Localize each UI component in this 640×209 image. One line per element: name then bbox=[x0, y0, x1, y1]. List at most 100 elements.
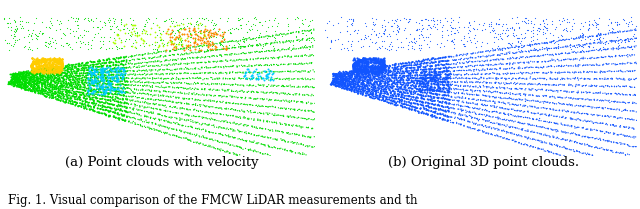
Point bbox=[438, 77, 449, 80]
Point bbox=[269, 36, 280, 40]
Point bbox=[413, 103, 424, 106]
Point bbox=[534, 95, 545, 98]
Point bbox=[567, 24, 577, 27]
Point bbox=[540, 41, 550, 45]
Point bbox=[98, 64, 108, 67]
Point bbox=[556, 52, 566, 55]
Point bbox=[404, 77, 414, 80]
Point bbox=[105, 103, 115, 106]
Point bbox=[621, 38, 632, 41]
Point bbox=[129, 91, 139, 95]
Point bbox=[150, 41, 160, 44]
Point bbox=[108, 103, 118, 107]
Point bbox=[227, 52, 237, 55]
Point bbox=[274, 130, 284, 133]
Point bbox=[461, 76, 472, 79]
Point bbox=[147, 68, 157, 71]
Point bbox=[566, 77, 576, 81]
Point bbox=[167, 73, 177, 76]
Point bbox=[107, 96, 117, 100]
Point bbox=[221, 141, 231, 145]
Point bbox=[165, 121, 175, 125]
Point bbox=[502, 118, 512, 121]
Point bbox=[431, 64, 441, 68]
Point bbox=[193, 38, 204, 41]
Point bbox=[355, 85, 365, 88]
Point bbox=[564, 38, 575, 41]
Point bbox=[366, 60, 376, 64]
Point bbox=[463, 73, 474, 76]
Point bbox=[8, 36, 19, 39]
Point bbox=[256, 142, 266, 146]
Point bbox=[451, 73, 461, 76]
Point bbox=[592, 146, 602, 149]
Point bbox=[75, 74, 85, 78]
Point bbox=[550, 102, 560, 105]
Point bbox=[569, 45, 579, 48]
Point bbox=[194, 16, 204, 19]
Point bbox=[227, 95, 237, 98]
Point bbox=[104, 16, 114, 20]
Point bbox=[20, 82, 31, 85]
Point bbox=[182, 62, 193, 66]
Point bbox=[481, 49, 492, 53]
Point bbox=[227, 90, 237, 93]
Point bbox=[73, 74, 83, 78]
Point bbox=[461, 79, 472, 83]
Point bbox=[497, 101, 507, 104]
Point bbox=[429, 22, 439, 26]
Point bbox=[188, 87, 198, 90]
Point bbox=[348, 81, 358, 84]
Point bbox=[392, 28, 403, 32]
Point bbox=[332, 74, 342, 77]
Point bbox=[346, 77, 356, 80]
Point bbox=[560, 96, 570, 99]
Point bbox=[369, 85, 380, 88]
Point bbox=[436, 63, 446, 66]
Point bbox=[571, 51, 581, 54]
Point bbox=[109, 42, 119, 45]
Point bbox=[84, 96, 95, 99]
Point bbox=[90, 110, 100, 113]
Point bbox=[202, 31, 212, 34]
Point bbox=[536, 54, 546, 57]
Point bbox=[116, 67, 126, 70]
Point bbox=[51, 66, 61, 69]
Point bbox=[300, 109, 310, 112]
Point bbox=[537, 48, 547, 51]
Point bbox=[209, 99, 219, 102]
Point bbox=[286, 49, 296, 52]
Point bbox=[600, 115, 610, 118]
Point bbox=[402, 69, 412, 72]
Point bbox=[461, 89, 471, 92]
Point bbox=[305, 109, 315, 112]
Point bbox=[302, 126, 312, 129]
Point bbox=[200, 144, 210, 147]
Point bbox=[246, 38, 257, 41]
Point bbox=[515, 134, 525, 138]
Point bbox=[431, 80, 441, 83]
Point bbox=[111, 79, 122, 83]
Point bbox=[168, 133, 178, 136]
Point bbox=[225, 101, 235, 105]
Point bbox=[42, 70, 52, 73]
Point bbox=[564, 64, 574, 68]
Point bbox=[444, 89, 454, 92]
Point bbox=[256, 77, 266, 80]
Point bbox=[141, 115, 151, 118]
Point bbox=[297, 54, 307, 57]
Point bbox=[26, 89, 36, 93]
Point bbox=[181, 51, 191, 55]
Point bbox=[358, 76, 369, 80]
Point bbox=[379, 63, 389, 67]
Point bbox=[47, 63, 57, 67]
Point bbox=[577, 56, 587, 60]
Point bbox=[125, 95, 135, 98]
Point bbox=[79, 83, 90, 87]
Point bbox=[532, 131, 543, 135]
Point bbox=[242, 124, 252, 128]
Point bbox=[450, 84, 460, 87]
Point bbox=[45, 39, 55, 42]
Point bbox=[298, 153, 308, 156]
Point bbox=[212, 139, 223, 143]
